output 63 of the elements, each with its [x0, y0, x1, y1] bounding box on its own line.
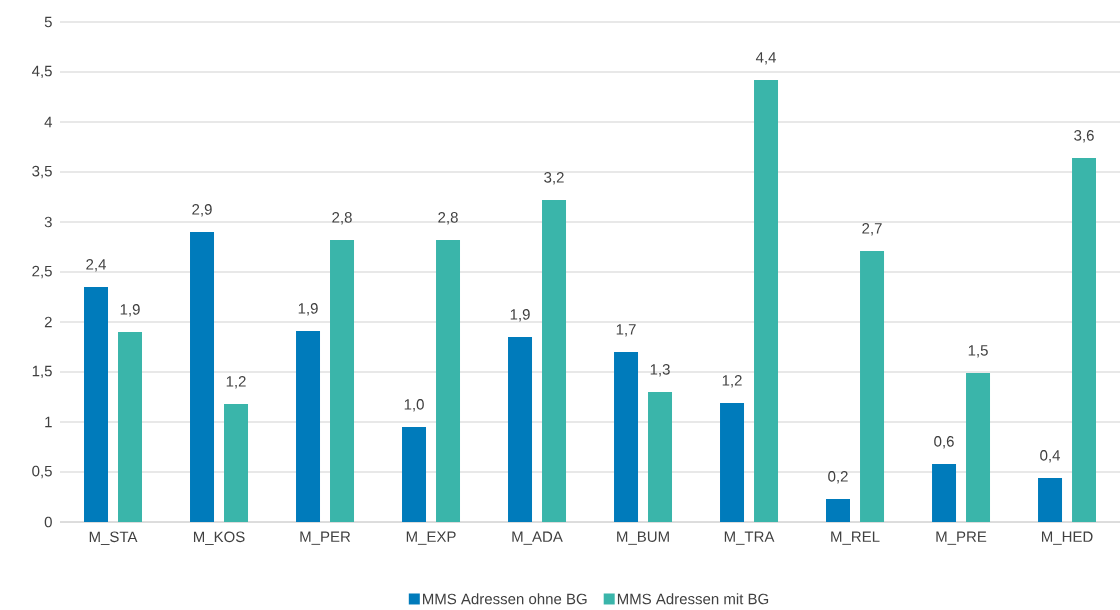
bar [84, 286, 109, 522]
y-tick-label: 1 [45, 416, 52, 428]
bar [860, 250, 885, 522]
x-tick-label: M_BUM [617, 531, 669, 545]
data-label: 2,7 [862, 223, 882, 236]
data-label: 3,2 [544, 172, 564, 185]
data-label: 1,9 [120, 304, 140, 317]
data-label: 3,6 [1074, 130, 1094, 143]
data-label: 1,9 [510, 309, 530, 322]
y-tick-label: 5 [44, 16, 52, 28]
data-label: 2,9 [192, 204, 212, 217]
bar [330, 239, 355, 522]
bar [224, 403, 249, 522]
bar [402, 426, 427, 522]
bar [190, 231, 215, 522]
data-label: 1,2 [226, 376, 246, 389]
x-tick-label: M_ADA [512, 531, 563, 545]
bar [436, 239, 461, 522]
data-label: 1,7 [616, 324, 636, 337]
data-label: 0,2 [828, 471, 848, 484]
data-label: 1,2 [722, 375, 742, 388]
y-tick-label: 4 [44, 116, 53, 128]
bar [720, 402, 745, 522]
data-label: 1,3 [650, 364, 670, 377]
bar [508, 336, 533, 522]
bar [614, 351, 639, 522]
data-label: 0,6 [934, 436, 954, 449]
x-tick-label: M_TRA [724, 531, 775, 545]
x-tick-label: M_KOS [193, 531, 245, 545]
x-tick-label: M_REL [831, 531, 880, 545]
data-label: 2,8 [438, 212, 458, 225]
y-tick-label: 4,5 [31, 65, 52, 79]
bar [1038, 477, 1063, 522]
y-tick-label: 2 [44, 316, 52, 328]
data-label: 2,8 [332, 212, 352, 225]
y-tick-label: 3,5 [32, 165, 52, 179]
x-tick-label: M_HED [1041, 531, 1093, 545]
bar [932, 463, 957, 522]
data-label: 4,4 [755, 52, 777, 65]
bar [966, 372, 991, 522]
bar [542, 199, 567, 522]
y-tick-label: 0,5 [32, 465, 52, 479]
bar [754, 79, 779, 522]
bar [1072, 157, 1097, 522]
data-label: 1,9 [298, 303, 318, 316]
data-label: 2,4 [86, 259, 106, 272]
bar [296, 330, 321, 522]
y-tick-label: 0 [44, 516, 52, 528]
x-tick-label: M_STA [89, 531, 138, 545]
bar [648, 391, 673, 522]
bar [118, 331, 143, 522]
x-tick-label: M_EXP [406, 531, 456, 545]
data-label: 0,4 [1040, 450, 1061, 463]
legend-label: MMS Adressen ohne BG [423, 593, 587, 605]
y-tick-label: 1,5 [32, 365, 52, 379]
y-tick-label: 2,5 [32, 265, 52, 279]
data-label: 1,5 [968, 345, 988, 358]
legend-label: MMS Adressen mit BG [617, 593, 769, 605]
data-label: 1,0 [404, 399, 424, 412]
x-tick-label: M_PER [300, 531, 351, 545]
y-tick-label: 3 [44, 216, 52, 228]
bar [826, 498, 851, 522]
x-tick-label: M_PRE [936, 531, 987, 545]
